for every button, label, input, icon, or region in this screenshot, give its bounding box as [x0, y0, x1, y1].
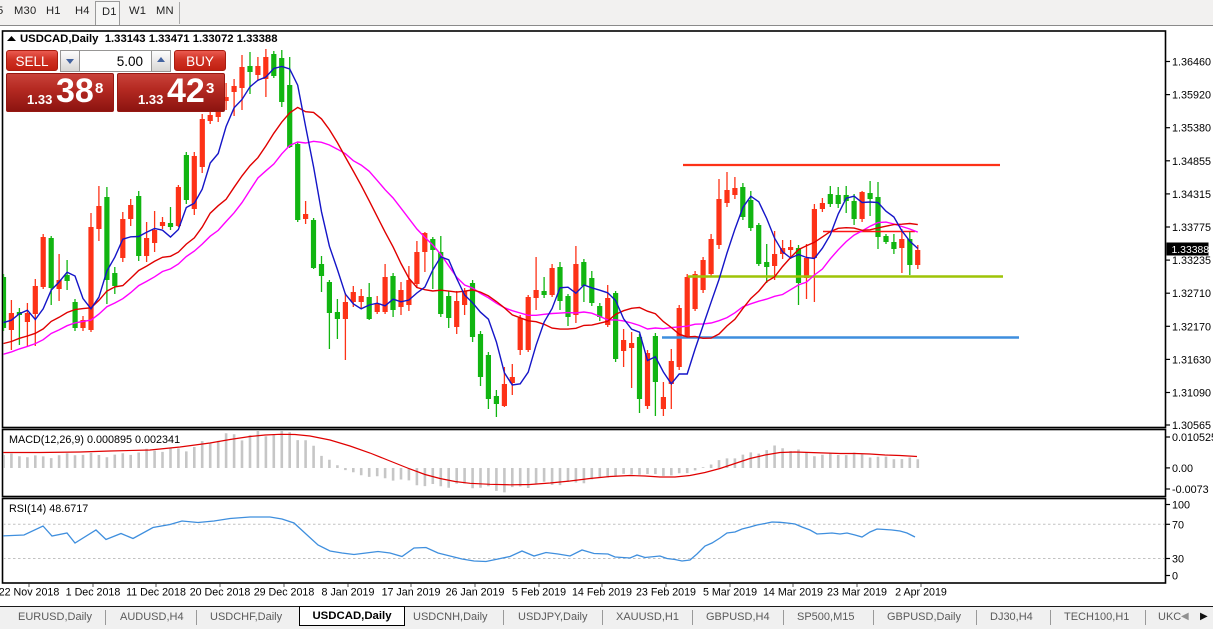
svg-text:-0.0073: -0.0073 [1172, 484, 1209, 496]
svg-text:1.34855: 1.34855 [1172, 156, 1211, 168]
svg-text:1.33388: 1.33388 [1172, 245, 1210, 256]
svg-text:2 Apr 2019: 2 Apr 2019 [895, 587, 947, 599]
svg-text:1.32710: 1.32710 [1172, 288, 1211, 300]
svg-text:29 Dec 2018: 29 Dec 2018 [254, 587, 315, 599]
svg-text:100: 100 [1172, 500, 1190, 512]
svg-text:5 Mar 2019: 5 Mar 2019 [703, 587, 757, 599]
svg-text:26 Jan 2019: 26 Jan 2019 [446, 587, 505, 599]
svg-text:0: 0 [1172, 571, 1178, 583]
svg-text:20 Dec 2018: 20 Dec 2018 [190, 587, 251, 599]
svg-text:8 Jan 2019: 8 Jan 2019 [322, 587, 375, 599]
svg-text:1.36460: 1.36460 [1172, 57, 1211, 69]
svg-text:1.35380: 1.35380 [1172, 123, 1211, 135]
svg-text:1.31630: 1.31630 [1172, 354, 1211, 366]
svg-text:23 Feb 2019: 23 Feb 2019 [636, 587, 696, 599]
svg-text:MACD(12,26,9) 0.000895 0.00234: MACD(12,26,9) 0.000895 0.002341 [9, 434, 180, 446]
svg-text:30: 30 [1172, 554, 1184, 566]
svg-text:1 Dec 2018: 1 Dec 2018 [66, 587, 121, 599]
svg-text:14 Feb 2019: 14 Feb 2019 [572, 587, 632, 599]
svg-text:70: 70 [1172, 519, 1184, 531]
svg-text:22 Nov 2018: 22 Nov 2018 [0, 587, 59, 599]
svg-text:5 Feb 2019: 5 Feb 2019 [512, 587, 566, 599]
svg-text:0.010525: 0.010525 [1172, 432, 1213, 444]
svg-text:11 Dec 2018: 11 Dec 2018 [126, 587, 186, 599]
svg-text:1.31090: 1.31090 [1172, 388, 1211, 400]
svg-text:1.33775: 1.33775 [1172, 222, 1211, 234]
svg-text:1.34315: 1.34315 [1172, 189, 1211, 201]
svg-text:17 Jan 2019: 17 Jan 2019 [382, 587, 441, 599]
svg-text:1.32170: 1.32170 [1172, 321, 1211, 333]
svg-text:1.35920: 1.35920 [1172, 90, 1211, 102]
svg-text:14 Mar 2019: 14 Mar 2019 [763, 587, 823, 599]
svg-text:0.00: 0.00 [1172, 463, 1193, 475]
svg-text:23 Mar 2019: 23 Mar 2019 [827, 587, 887, 599]
svg-text:USDCAD,Daily 1.33143 1.33471: USDCAD,Daily 1.33143 1.33471 1.33072 1.3… [20, 33, 278, 45]
svg-text:RSI(14) 48.6717: RSI(14) 48.6717 [9, 503, 88, 515]
svg-text:1.30565: 1.30565 [1172, 420, 1211, 432]
svg-text:1.33235: 1.33235 [1172, 255, 1211, 267]
